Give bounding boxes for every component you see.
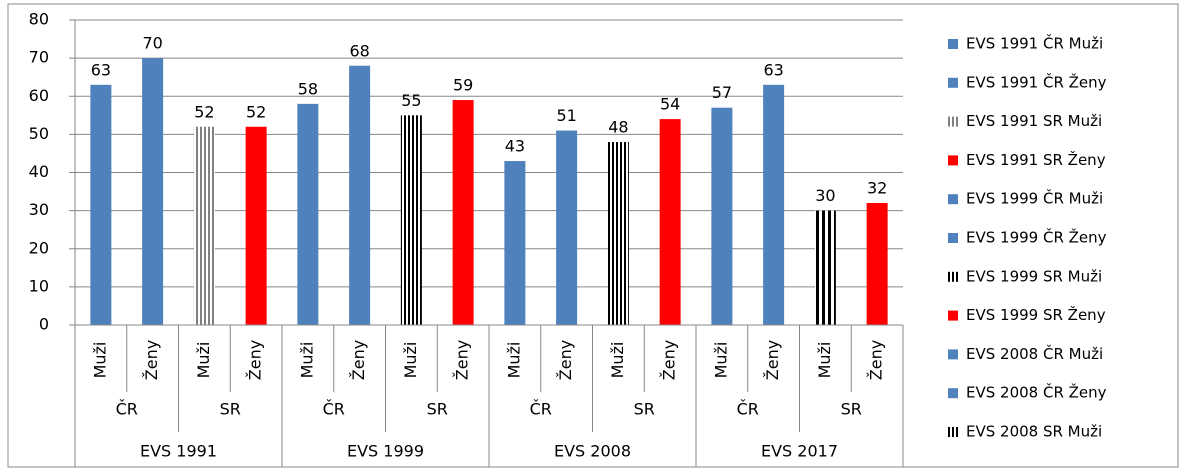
x-tick-label: Ženy <box>142 340 161 380</box>
bar <box>763 84 785 325</box>
subgroup-label: SR <box>220 400 241 419</box>
legend-label: EVS 1991 ČR Ženy <box>966 72 1107 91</box>
y-tick-label: 0 <box>39 315 49 334</box>
subgroup-label: ČR <box>737 400 759 419</box>
data-label: 68 <box>349 41 369 60</box>
group-label: EVS 1991 <box>140 442 217 461</box>
group-label: EVS 2017 <box>761 442 838 461</box>
subgroup-label: SR <box>841 400 862 419</box>
legend-swatch <box>948 271 958 282</box>
bar <box>142 58 164 325</box>
data-label: 52 <box>246 102 266 121</box>
y-tick-label: 50 <box>29 124 49 143</box>
subgroup-label: ČR <box>323 400 345 419</box>
data-label: 32 <box>867 179 887 198</box>
bar <box>90 84 112 325</box>
legend-label: EVS 1999 SR Muži <box>966 267 1102 285</box>
y-tick-label: 70 <box>29 48 49 67</box>
group-label: EVS 1999 <box>347 442 424 461</box>
bar <box>866 203 888 325</box>
data-label: 63 <box>91 60 111 79</box>
legend-swatch <box>948 77 958 88</box>
y-tick-label: 60 <box>29 86 49 105</box>
bar <box>297 103 319 325</box>
y-tick-label: 30 <box>29 200 49 219</box>
legend-label: EVS 1991 ČR Muži <box>966 34 1103 53</box>
legend-swatch <box>948 349 958 360</box>
x-tick-label: Muži <box>504 342 523 379</box>
x-tick-label: Ženy <box>453 340 472 380</box>
y-tick-label: 10 <box>29 276 49 295</box>
legend-label: EVS 1999 SR Ženy <box>966 305 1106 324</box>
data-label: 58 <box>298 79 318 98</box>
x-tick-label: Ženy <box>763 340 782 380</box>
x-tick-label: Muži <box>297 342 316 379</box>
legend-swatch <box>948 427 958 437</box>
x-tick-label: Muži <box>608 342 627 379</box>
bar <box>504 161 526 325</box>
legend-swatch <box>948 388 958 399</box>
data-label: 59 <box>453 76 473 95</box>
data-label: 54 <box>660 95 680 114</box>
subgroup-label: ČR <box>530 400 552 419</box>
bar <box>814 210 836 325</box>
legend-label: EVS 2008 ČR Muži <box>966 344 1103 363</box>
x-tick-label: Ženy <box>246 340 265 380</box>
data-label: 30 <box>815 186 835 205</box>
legend-label: EVS 2008 ČR Ženy <box>966 383 1107 402</box>
x-tick-label: Muži <box>401 342 420 379</box>
bar <box>659 119 681 325</box>
legend-label: EVS 1991 SR Muži <box>966 112 1102 130</box>
chart-border <box>7 3 1179 468</box>
x-tick-label: Muži <box>194 342 213 379</box>
data-label: 48 <box>608 118 628 137</box>
legend-swatch <box>948 310 958 321</box>
bar <box>711 107 733 325</box>
x-tick-label: Ženy <box>660 340 679 380</box>
bar <box>193 126 215 325</box>
legend-swatch <box>948 39 958 49</box>
group-label: EVS 2008 <box>554 442 631 461</box>
bar <box>452 100 474 325</box>
legend-label: EVS 1999 ČR Muži <box>966 189 1103 208</box>
subgroup-label: SR <box>634 400 655 419</box>
legend-swatch <box>948 233 958 243</box>
x-tick-label: Ženy <box>556 340 575 380</box>
bar <box>556 130 578 325</box>
legend-label: EVS 1991 SR Ženy <box>966 150 1106 169</box>
y-tick-label: 20 <box>29 238 49 257</box>
subgroup-label: ČR <box>116 400 138 419</box>
data-label: 43 <box>505 137 525 156</box>
x-tick-label: Muži <box>711 342 730 379</box>
subgroup-label: SR <box>427 400 448 419</box>
data-label: 57 <box>712 83 732 102</box>
bar <box>349 65 371 325</box>
legend-label: EVS 2008 SR Muži <box>966 423 1102 441</box>
data-label: 51 <box>556 106 576 125</box>
y-tick-label: 80 <box>29 10 49 29</box>
legend-swatch <box>948 194 958 205</box>
x-tick-label: Muži <box>815 342 834 379</box>
x-tick-label: Muži <box>90 342 109 379</box>
data-label: 63 <box>763 60 783 79</box>
bar <box>607 142 629 325</box>
y-tick-label: 40 <box>29 162 49 181</box>
bar <box>400 115 422 325</box>
legend-swatch <box>948 155 958 166</box>
bar <box>245 126 267 325</box>
data-label: 55 <box>401 91 421 110</box>
legend-swatch <box>948 116 958 127</box>
data-label: 70 <box>142 34 162 53</box>
data-label: 52 <box>194 102 214 121</box>
legend-label: EVS 1999 ČR Ženy <box>966 228 1107 247</box>
x-tick-label: Ženy <box>867 340 886 380</box>
x-tick-label: Ženy <box>349 340 368 380</box>
